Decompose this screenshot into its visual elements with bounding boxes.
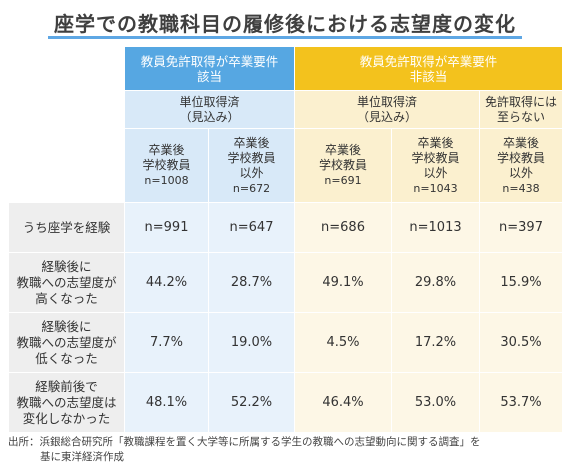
table-cell: 46.4% (294, 372, 393, 433)
column-header: 卒業後 学校教員 以外 n=1043 (391, 128, 481, 203)
table-row: 経験後に 教職への志望度が 高くなった 44.2% 28.7% 49.1% 29… (8, 252, 564, 313)
table-cell: 53.0% (391, 372, 481, 433)
page-title: 座学での教職科目の履修後における志望度の変化 (54, 12, 516, 36)
subgroup-header: 単位取得済 （見込み） (123, 90, 296, 129)
subgroup-header: 単位取得済 （見込み） (294, 90, 481, 129)
table-row: 経験前後で 教職への志望度は 変化しなかった 48.1% 52.2% 46.4%… (8, 372, 564, 433)
table-cell: 15.9% (479, 252, 564, 313)
source-note: 出所：浜銀総合研究所「教職課程を置く大学等に所属する学生の教職への志望動向に関す… (8, 435, 563, 465)
column-header: 卒業後 学校教員 以外 n=438 (479, 128, 564, 203)
group-header-applicable: 教員免許取得が卒業要件 該当 (123, 46, 296, 91)
table-cell: 53.7% (479, 372, 564, 433)
title-underline (48, 36, 522, 39)
column-header: 卒業後 学校教員 n=1008 (124, 128, 209, 203)
column-header: 卒業後 学校教員 n=691 (294, 128, 393, 203)
table-cell: 48.1% (124, 372, 209, 433)
table-cell: 29.8% (391, 252, 481, 313)
table-cell: 52.2% (207, 372, 296, 433)
source-line: 出所：浜銀総合研究所「教職課程を置く大学等に所属する学生の教職への志望動向に関す… (8, 436, 481, 448)
subgroup-header: 免許取得には 至らない (479, 90, 564, 129)
table-cell: n=397 (479, 202, 564, 253)
table-cell: 44.2% (124, 252, 209, 313)
table-cell: 7.7% (124, 312, 209, 373)
table-cell: n=991 (124, 202, 209, 253)
row-header: 経験前後で 教職への志望度は 変化しなかった (8, 372, 125, 433)
table-cell: 49.1% (294, 252, 393, 313)
source-line: 基に東洋経済作成 (40, 451, 124, 463)
column-header: 卒業後 学校教員 以外 n=672 (207, 128, 296, 203)
row-header: 経験後に 教職への志望度が 低くなった (8, 312, 125, 373)
table-cell: 17.2% (391, 312, 481, 373)
row-header: 経験後に 教職への志望度が 高くなった (8, 252, 125, 313)
table-cell: n=1013 (391, 202, 481, 253)
group-header-not-applicable: 教員免許取得が卒業要件 非該当 (294, 46, 564, 91)
table-cell: 19.0% (207, 312, 296, 373)
corner-blank (8, 46, 125, 91)
row-header: うち座学を経験 (8, 202, 125, 253)
table-cell: n=647 (207, 202, 296, 253)
data-table: 教員免許取得が卒業要件 該当 教員免許取得が卒業要件 非該当 単位取得済 （見込… (8, 46, 564, 433)
table-cell: n=686 (294, 202, 393, 253)
table-cell: 30.5% (479, 312, 564, 373)
table-row: うち座学を経験 n=991 n=647 n=686 n=1013 n=397 (8, 202, 564, 253)
table-cell: 4.5% (294, 312, 393, 373)
table-row: 経験後に 教職への志望度が 低くなった 7.7% 19.0% 4.5% 17.2… (8, 312, 564, 373)
table-cell: 28.7% (207, 252, 296, 313)
corner-blank (8, 90, 125, 129)
corner-blank (8, 128, 125, 203)
